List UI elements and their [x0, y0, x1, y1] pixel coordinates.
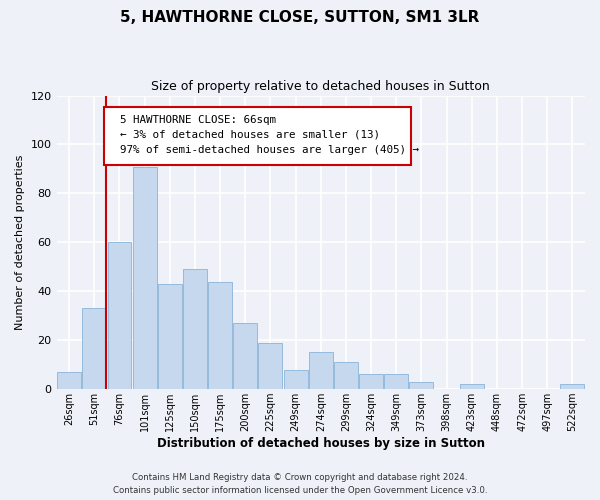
Title: Size of property relative to detached houses in Sutton: Size of property relative to detached ho… — [151, 80, 490, 93]
Bar — [82, 308, 106, 389]
Bar — [309, 352, 333, 389]
Bar — [183, 270, 207, 389]
Bar — [284, 370, 308, 389]
Bar — [233, 323, 257, 389]
Text: 5 HAWTHORNE CLOSE: 66sqm
← 3% of detached houses are smaller (13)
97% of semi-de: 5 HAWTHORNE CLOSE: 66sqm ← 3% of detache… — [120, 114, 419, 155]
Bar — [409, 382, 433, 389]
Bar — [158, 284, 182, 389]
Bar — [385, 374, 408, 389]
Bar — [560, 384, 584, 389]
Bar — [208, 282, 232, 389]
X-axis label: Distribution of detached houses by size in Sutton: Distribution of detached houses by size … — [157, 437, 485, 450]
Y-axis label: Number of detached properties: Number of detached properties — [15, 154, 25, 330]
Bar — [460, 384, 484, 389]
Text: 5, HAWTHORNE CLOSE, SUTTON, SM1 3LR: 5, HAWTHORNE CLOSE, SUTTON, SM1 3LR — [121, 10, 479, 25]
Bar — [259, 342, 283, 389]
Bar — [57, 372, 81, 389]
Bar — [107, 242, 131, 389]
Bar — [334, 362, 358, 389]
Bar — [359, 374, 383, 389]
Bar — [133, 166, 157, 389]
Text: Contains HM Land Registry data © Crown copyright and database right 2024.
Contai: Contains HM Land Registry data © Crown c… — [113, 474, 487, 495]
FancyBboxPatch shape — [104, 108, 410, 164]
